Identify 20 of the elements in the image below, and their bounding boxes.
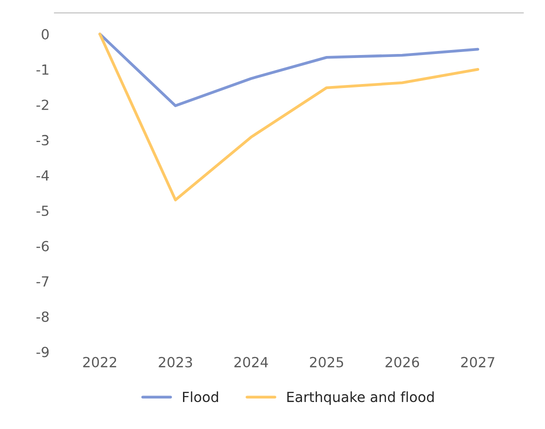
legend-label: Flood	[183, 391, 218, 402]
line-series	[98, 32, 480, 202]
y-tick-label: -9	[36, 346, 49, 358]
y-tick-label: -5	[36, 206, 48, 216]
x-tick-label: 2025	[310, 356, 344, 368]
x-tick-label: 2022	[83, 356, 116, 368]
y-tick-label: -1	[36, 64, 48, 75]
y-tick-label: 0	[42, 29, 49, 40]
x-tick-label: 2024	[234, 356, 268, 368]
x-tick-label: 2026	[386, 356, 420, 368]
y-tick-label: -7	[36, 276, 48, 286]
y-tick-label: -2	[36, 100, 48, 110]
y-tick-label: -3	[36, 134, 49, 146]
y-tick-label: -6	[36, 240, 49, 252]
y-tick-label: -8	[36, 311, 49, 322]
x-tick-label: 2027	[461, 356, 494, 368]
y-tick-label: -4	[36, 170, 49, 181]
line-series	[98, 32, 480, 108]
legend-label: Earthquake and flood	[287, 391, 434, 405]
x-tick-label: 2023	[158, 356, 192, 368]
